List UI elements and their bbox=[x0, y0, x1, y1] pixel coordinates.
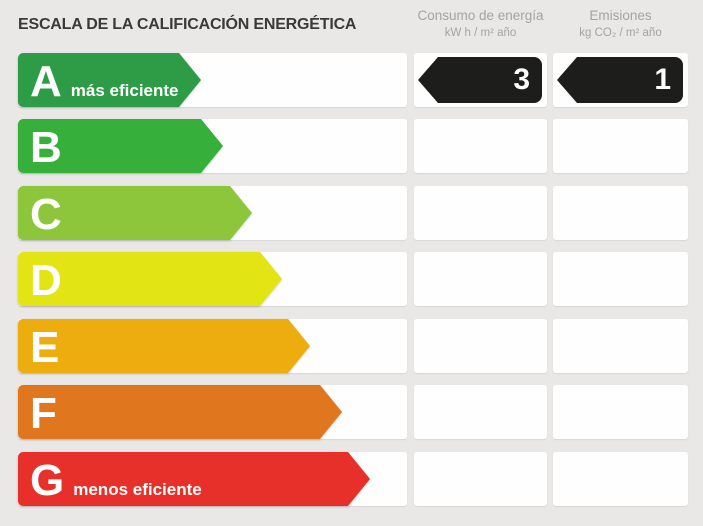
bar-arrow-tip bbox=[230, 186, 252, 240]
consumo-cell bbox=[414, 186, 547, 240]
rating-bar-body: D bbox=[18, 252, 260, 306]
consumo-unit: kW h / m² año bbox=[444, 27, 517, 39]
emisiones-cell bbox=[553, 119, 688, 173]
rating-row-d: D bbox=[0, 252, 703, 306]
rating-bar-body: B bbox=[18, 119, 201, 173]
consumo-cell bbox=[414, 452, 547, 506]
bar-arrow-tip bbox=[178, 53, 201, 107]
consumo-value: 3 bbox=[438, 57, 542, 103]
consumo-cell bbox=[414, 385, 547, 439]
value-arrow-tip bbox=[418, 57, 438, 103]
bar-arrow-tip bbox=[288, 319, 310, 373]
rating-letter: A bbox=[30, 57, 62, 106]
emisiones-cell bbox=[553, 252, 688, 306]
rating-bar-f: F bbox=[18, 385, 342, 439]
rating-bar-d: D bbox=[18, 252, 282, 306]
consumo-cell bbox=[414, 319, 547, 373]
rating-label: más eficiente bbox=[70, 81, 179, 100]
bar-arrow-tip bbox=[260, 252, 282, 306]
emisiones-cell bbox=[553, 319, 688, 373]
consumo-title: Consumo de energía bbox=[417, 8, 544, 23]
rating-letter: F bbox=[30, 389, 57, 438]
rating-bar-body: E bbox=[18, 319, 288, 373]
bar-arrow-tip bbox=[201, 119, 223, 173]
column-header-emisiones: Emisiones kg CO₂ / m² año bbox=[553, 8, 688, 40]
emisiones-value: 1 bbox=[577, 57, 683, 103]
bar-arrow-tip bbox=[348, 452, 370, 506]
rating-row-c: C bbox=[0, 186, 703, 240]
rating-bar-body: F bbox=[18, 385, 320, 439]
rating-letter: G bbox=[30, 456, 65, 505]
column-header-consumo: Consumo de energía kW h / m² año bbox=[414, 8, 547, 40]
rating-letter: E bbox=[30, 323, 60, 372]
consumo-value-arrow: 3 bbox=[418, 57, 542, 103]
emisiones-cell bbox=[553, 385, 688, 439]
value-arrow-tip bbox=[557, 57, 577, 103]
consumo-cell bbox=[414, 119, 547, 173]
rating-letter: B bbox=[30, 123, 62, 172]
emisiones-cell bbox=[553, 452, 688, 506]
consumo-cell: 3 bbox=[414, 53, 547, 107]
rating-bar-b: B bbox=[18, 119, 223, 173]
rating-row-f: F bbox=[0, 385, 703, 439]
emisiones-cell: 1 bbox=[553, 53, 688, 107]
rating-row-b: B bbox=[0, 119, 703, 173]
emisiones-title: Emisiones bbox=[589, 8, 652, 23]
rating-bar-e: E bbox=[18, 319, 310, 373]
rating-bar-c: C bbox=[18, 186, 252, 240]
emisiones-cell bbox=[553, 186, 688, 240]
rating-bar-body: C bbox=[18, 186, 230, 240]
page-title: ESCALA DE LA CALIFICACIÓN ENERGÉTICA bbox=[18, 16, 357, 33]
rating-row-e: E bbox=[0, 319, 703, 373]
consumo-cell bbox=[414, 252, 547, 306]
rating-letter: C bbox=[30, 190, 62, 239]
emisiones-value-arrow: 1 bbox=[557, 57, 683, 103]
rating-letter: D bbox=[30, 256, 62, 305]
bar-arrow-tip bbox=[320, 385, 342, 439]
rating-label: menos eficiente bbox=[73, 480, 202, 499]
emisiones-unit: kg CO₂ / m² año bbox=[579, 27, 662, 39]
